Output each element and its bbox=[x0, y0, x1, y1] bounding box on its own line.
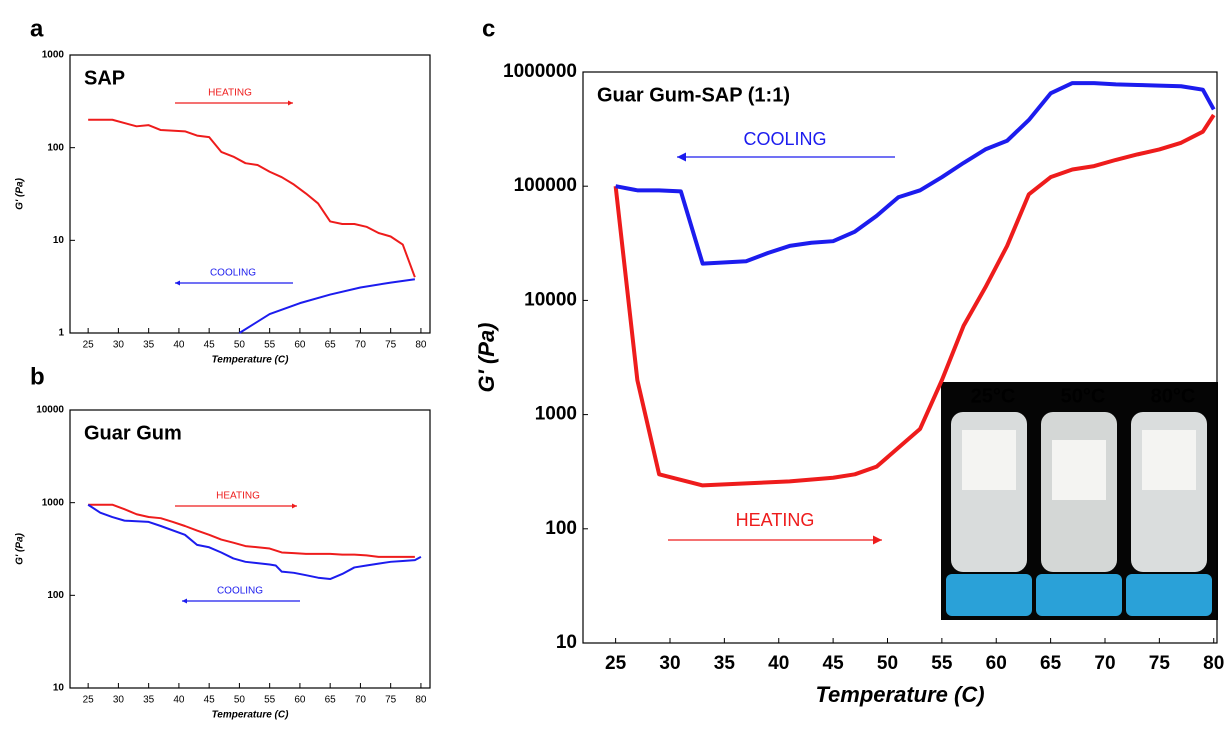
y-tick-label: 10 bbox=[53, 235, 65, 246]
series-label: COOLING bbox=[743, 129, 826, 149]
series-line bbox=[613, 113, 1216, 488]
y-tick-label: 100 bbox=[47, 590, 64, 601]
arrow-head bbox=[175, 280, 180, 286]
x-tick-label: 70 bbox=[355, 340, 367, 351]
y-tick-label: 100000 bbox=[514, 175, 577, 196]
x-tick-label: 25 bbox=[83, 340, 95, 351]
inset-label: 25°C bbox=[971, 385, 1016, 407]
x-tick-label: 25 bbox=[83, 695, 95, 706]
plot-frame bbox=[69, 54, 431, 334]
series-line bbox=[88, 118, 416, 278]
arrow-head bbox=[288, 100, 293, 106]
chart-title: Guar Gum bbox=[84, 422, 182, 444]
series-label: COOLING bbox=[210, 268, 256, 279]
plot-frame bbox=[69, 409, 431, 689]
y-tick-label: 1000000 bbox=[503, 61, 577, 82]
x-tick-label: 45 bbox=[204, 695, 216, 706]
x-tick-label: 40 bbox=[173, 340, 185, 351]
x-tick-label: 65 bbox=[325, 695, 337, 706]
x-tick-label: 65 bbox=[1040, 653, 1062, 674]
x-tick-label: 40 bbox=[768, 653, 789, 674]
series-line bbox=[88, 503, 415, 558]
x-tick-label: 75 bbox=[385, 695, 397, 706]
series-line bbox=[238, 278, 416, 334]
x-tick-label: 35 bbox=[143, 695, 155, 706]
y-tick-label: 10 bbox=[556, 632, 577, 653]
x-tick-label: 75 bbox=[1149, 653, 1171, 674]
x-tick-label: 65 bbox=[325, 340, 337, 351]
y-tick-label: 10000 bbox=[524, 289, 577, 310]
x-axis-label: Temperature (C) bbox=[815, 682, 984, 707]
x-axis-label: Temperature (C) bbox=[212, 355, 290, 366]
x-tick-label: 80 bbox=[415, 695, 427, 706]
series-label: HEATING bbox=[736, 510, 815, 530]
series-line bbox=[615, 81, 1216, 266]
y-tick-label: 1 bbox=[58, 328, 64, 339]
x-tick-label: 35 bbox=[143, 340, 155, 351]
panel-label: c bbox=[482, 15, 495, 42]
arrow-head bbox=[677, 152, 686, 162]
x-axis-label: Temperature (C) bbox=[212, 710, 290, 721]
x-tick-label: 50 bbox=[877, 653, 898, 674]
x-tick-label: 70 bbox=[355, 695, 367, 706]
series-label: COOLING bbox=[217, 586, 263, 597]
y-axis-label: G' (Pa) bbox=[15, 177, 26, 209]
x-tick-label: 60 bbox=[294, 695, 306, 706]
y-tick-label: 1000 bbox=[42, 50, 65, 61]
x-tick-label: 55 bbox=[931, 653, 953, 674]
x-tick-label: 30 bbox=[659, 653, 680, 674]
x-tick-label: 80 bbox=[415, 340, 427, 351]
arrow-head bbox=[182, 598, 187, 604]
x-tick-label: 45 bbox=[204, 340, 216, 351]
x-tick-label: 80 bbox=[1203, 653, 1224, 674]
arrow-head bbox=[292, 503, 297, 509]
x-tick-label: 25 bbox=[605, 653, 627, 674]
x-tick-label: 70 bbox=[1094, 653, 1115, 674]
y-axis-label: G' (Pa) bbox=[15, 532, 26, 564]
panel-label: a bbox=[30, 15, 44, 42]
x-tick-label: 60 bbox=[986, 653, 1007, 674]
series-label: HEATING bbox=[208, 88, 252, 99]
x-tick-label: 50 bbox=[234, 340, 246, 351]
x-tick-label: 75 bbox=[385, 340, 397, 351]
plot-frame bbox=[582, 71, 1218, 644]
y-tick-label: 100 bbox=[545, 518, 577, 539]
chart-title: SAP bbox=[84, 67, 125, 89]
x-tick-label: 30 bbox=[113, 695, 125, 706]
x-tick-label: 45 bbox=[823, 653, 845, 674]
y-tick-label: 1000 bbox=[535, 404, 577, 425]
x-tick-label: 30 bbox=[113, 340, 125, 351]
inset-label: 50°C bbox=[1061, 385, 1106, 407]
series-label: HEATING bbox=[216, 491, 260, 502]
x-tick-label: 55 bbox=[264, 695, 276, 706]
inset-label: 80°C bbox=[1151, 385, 1196, 407]
x-tick-label: 50 bbox=[234, 695, 246, 706]
arrow-head bbox=[873, 535, 882, 545]
y-tick-label: 1000 bbox=[42, 497, 65, 508]
y-tick-label: 100 bbox=[47, 142, 64, 153]
panel-label: b bbox=[30, 363, 45, 390]
y-tick-label: 10000 bbox=[36, 405, 64, 416]
photo-inset bbox=[941, 382, 1218, 620]
chart-title: Guar Gum-SAP (1:1) bbox=[597, 84, 790, 106]
series-line bbox=[87, 503, 422, 581]
y-axis-label: G' (Pa) bbox=[474, 322, 499, 392]
x-tick-label: 55 bbox=[264, 340, 276, 351]
x-tick-label: 60 bbox=[294, 340, 306, 351]
x-tick-label: 40 bbox=[173, 695, 185, 706]
y-tick-label: 10 bbox=[53, 683, 65, 694]
x-tick-label: 35 bbox=[714, 653, 736, 674]
